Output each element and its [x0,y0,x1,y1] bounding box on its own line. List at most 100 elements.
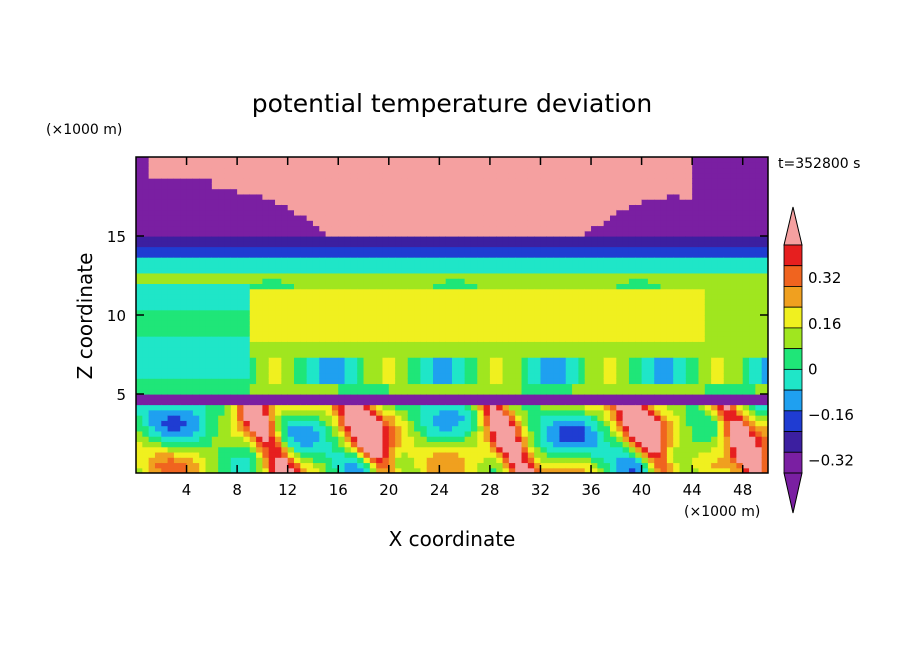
field-cell [376,204,384,211]
field-cell [420,320,428,327]
field-cell [414,199,421,205]
field-cell [136,430,143,437]
field-cell [142,257,150,263]
field-cell [559,162,567,169]
field-cell [243,162,251,169]
field-cell [312,383,320,390]
field-cell [584,388,592,395]
field-cell [395,446,403,453]
field-cell [477,162,485,169]
field-cell [628,430,636,437]
field-cell [559,446,567,453]
field-cell [654,278,662,284]
field-cell [154,325,162,332]
field-cell [192,304,200,311]
field-cell [218,309,226,316]
field-cell [369,320,377,327]
field-cell [312,315,320,321]
field-cell [610,288,617,295]
field-cell [641,420,649,427]
field-cell [647,462,655,469]
field-cell [211,383,219,390]
field-cell [388,172,396,179]
field-cell [350,209,358,216]
field-cell [616,251,624,258]
field-cell [483,330,491,337]
field-cell [445,430,453,437]
field-cell [616,188,624,195]
field-cell [641,467,649,473]
field-cell [136,167,143,174]
field-cell [154,209,162,216]
field-cell [445,420,453,427]
field-cell [477,199,485,205]
field-cell [294,341,301,348]
field-cell [540,251,548,258]
field-cell [262,272,270,279]
field-cell [470,336,478,342]
field-cell [426,183,434,190]
field-cell [262,162,270,169]
field-cell [458,467,466,473]
field-cell [218,278,226,284]
field-cell [565,267,573,274]
field-cell [401,415,409,421]
field-cell [445,241,453,248]
field-cell [218,283,226,290]
field-cell [439,236,447,242]
field-cell [173,246,181,253]
field-cell [306,467,314,473]
field-cell [496,230,504,237]
field-cell [224,193,232,200]
field-cell [464,214,472,221]
field-cell [237,346,245,353]
field-cell [319,462,327,469]
field-cell [527,441,535,448]
field-cell [414,404,421,411]
field-cell [294,262,301,269]
field-cell [426,446,434,453]
field-cell [445,304,453,311]
field-cell [496,241,504,248]
field-cell [350,162,358,169]
field-cell [622,315,630,321]
field-cell [186,362,194,369]
field-cell [325,320,333,327]
field-cell [578,299,586,306]
field-cell [363,451,371,458]
field-cell [622,357,630,363]
field-cell [628,320,636,327]
field-cell [154,262,162,269]
field-cell [243,309,251,316]
field-cell [205,293,213,300]
field-cell [262,315,270,321]
field-cell [218,330,226,337]
field-cell [572,367,579,374]
field-cell [230,246,238,253]
field-cell [218,325,226,332]
field-cell [622,278,630,284]
field-cell [142,262,150,269]
field-cell [224,457,232,464]
field-cell [287,420,295,427]
field-cell [508,214,516,221]
field-cell [540,409,548,416]
field-cell [237,409,245,416]
field-cell [382,415,390,421]
field-cell [496,399,504,406]
field-cell [489,315,497,321]
field-cell [647,372,655,379]
field-cell [331,251,339,258]
field-cell [635,415,643,421]
field-cell [477,193,485,200]
field-cell [445,351,453,358]
field-cell [401,446,409,453]
field-cell [325,288,333,295]
field-cell [287,325,295,332]
field-cell [433,436,440,442]
field-cell [287,357,295,363]
field-cell [470,451,478,458]
field-cell [515,299,523,306]
field-cell [647,204,655,211]
field-cell [306,330,314,337]
